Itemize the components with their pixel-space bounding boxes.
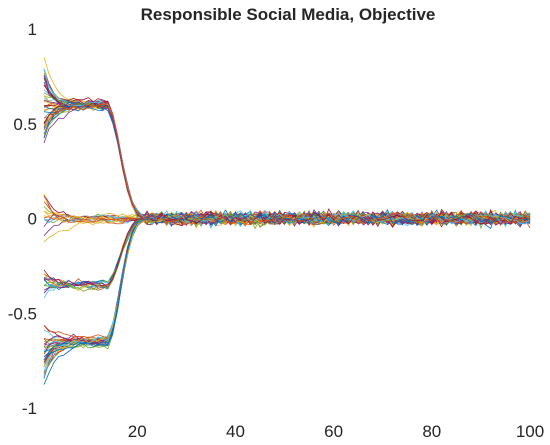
series-line-38	[43, 100, 531, 227]
series-line-62	[43, 210, 531, 368]
series-line-49	[43, 84, 531, 225]
x-tick-label: 20	[128, 422, 147, 440]
series-line-74	[43, 99, 531, 225]
series-line-75	[43, 211, 531, 349]
y-tick-label: 1	[28, 20, 37, 39]
chart-title: Responsible Social Media, Objective	[141, 5, 436, 24]
series-line-54	[43, 102, 531, 230]
series-line-84	[43, 97, 531, 228]
y-tick-label: -1	[22, 399, 37, 418]
series-line-95	[43, 100, 531, 226]
series-line-99	[43, 208, 531, 361]
series-line-16	[43, 101, 531, 226]
series-line-67	[43, 212, 531, 346]
x-tick-label: 80	[422, 422, 441, 440]
series-line-11	[43, 209, 531, 379]
series-line-44	[43, 101, 531, 229]
series-line-43	[43, 104, 531, 227]
series-line-94	[43, 211, 531, 368]
series-line-61	[43, 211, 531, 374]
series-line-68	[43, 72, 531, 225]
x-tick-label: 100	[516, 422, 544, 440]
series-line-10	[43, 103, 531, 225]
series-line-91	[43, 68, 531, 226]
y-tick-label: 0.5	[13, 115, 37, 134]
series-line-52	[43, 94, 531, 225]
series-line-1	[43, 210, 531, 385]
x-tick-label: 60	[324, 422, 343, 440]
series-line-50	[43, 103, 531, 225]
series-line-72	[43, 211, 531, 343]
series-line-42	[43, 210, 531, 355]
series-line-28	[43, 100, 531, 225]
series-line-36	[43, 74, 531, 227]
series-line-100	[43, 103, 531, 226]
series-line-93	[43, 104, 531, 227]
series-line-6	[43, 89, 531, 226]
series-line-40	[43, 92, 531, 225]
series-line-85	[43, 100, 531, 226]
series-line-18	[43, 102, 531, 226]
series-line-58	[43, 210, 531, 367]
series-line-70	[43, 102, 531, 226]
series-line-51	[43, 209, 531, 375]
y-axis: -1 -0.5 0 0.5 1	[8, 20, 37, 418]
series-line-23	[43, 209, 531, 344]
series-line-47	[43, 211, 531, 355]
series-line-46	[43, 75, 531, 225]
series-line-55	[43, 212, 531, 344]
series-line-63	[43, 211, 531, 342]
x-axis: 20 40 60 80 100	[128, 422, 544, 441]
series-line-30	[43, 211, 531, 348]
series-line-14	[43, 98, 531, 226]
series-line-33	[43, 211, 531, 364]
series-line-21	[43, 212, 531, 374]
x-tick-label: 40	[226, 422, 245, 440]
series-line-13	[43, 212, 531, 372]
series-line-41	[43, 101, 531, 229]
series-line-90	[43, 210, 531, 352]
series-line-78	[43, 104, 531, 227]
series-line-37	[43, 211, 531, 344]
series-line-4	[43, 210, 531, 358]
series-line-12	[43, 104, 531, 226]
series-line-45	[43, 99, 531, 228]
series-line-3	[44, 100, 531, 227]
series-line-77	[43, 210, 531, 363]
series-line-92	[43, 211, 531, 361]
series-line-5	[43, 96, 531, 226]
series-line-98	[43, 211, 531, 287]
series-line-83	[43, 210, 531, 378]
series-line-32	[43, 81, 531, 227]
y-tick-label: 0	[28, 210, 37, 229]
series-line-20	[43, 209, 531, 364]
series-line-34	[43, 97, 531, 224]
series-line-56	[43, 77, 531, 228]
series-line-64	[43, 209, 531, 353]
series-layer	[43, 57, 531, 385]
series-line-97	[43, 68, 531, 225]
series-line-82	[43, 101, 531, 225]
series-line-87	[43, 211, 531, 349]
series-line-88	[43, 211, 531, 347]
series-line-29	[43, 211, 531, 348]
y-tick-label: -0.5	[8, 304, 37, 323]
series-line-15	[43, 84, 531, 225]
series-line-2	[43, 100, 531, 226]
